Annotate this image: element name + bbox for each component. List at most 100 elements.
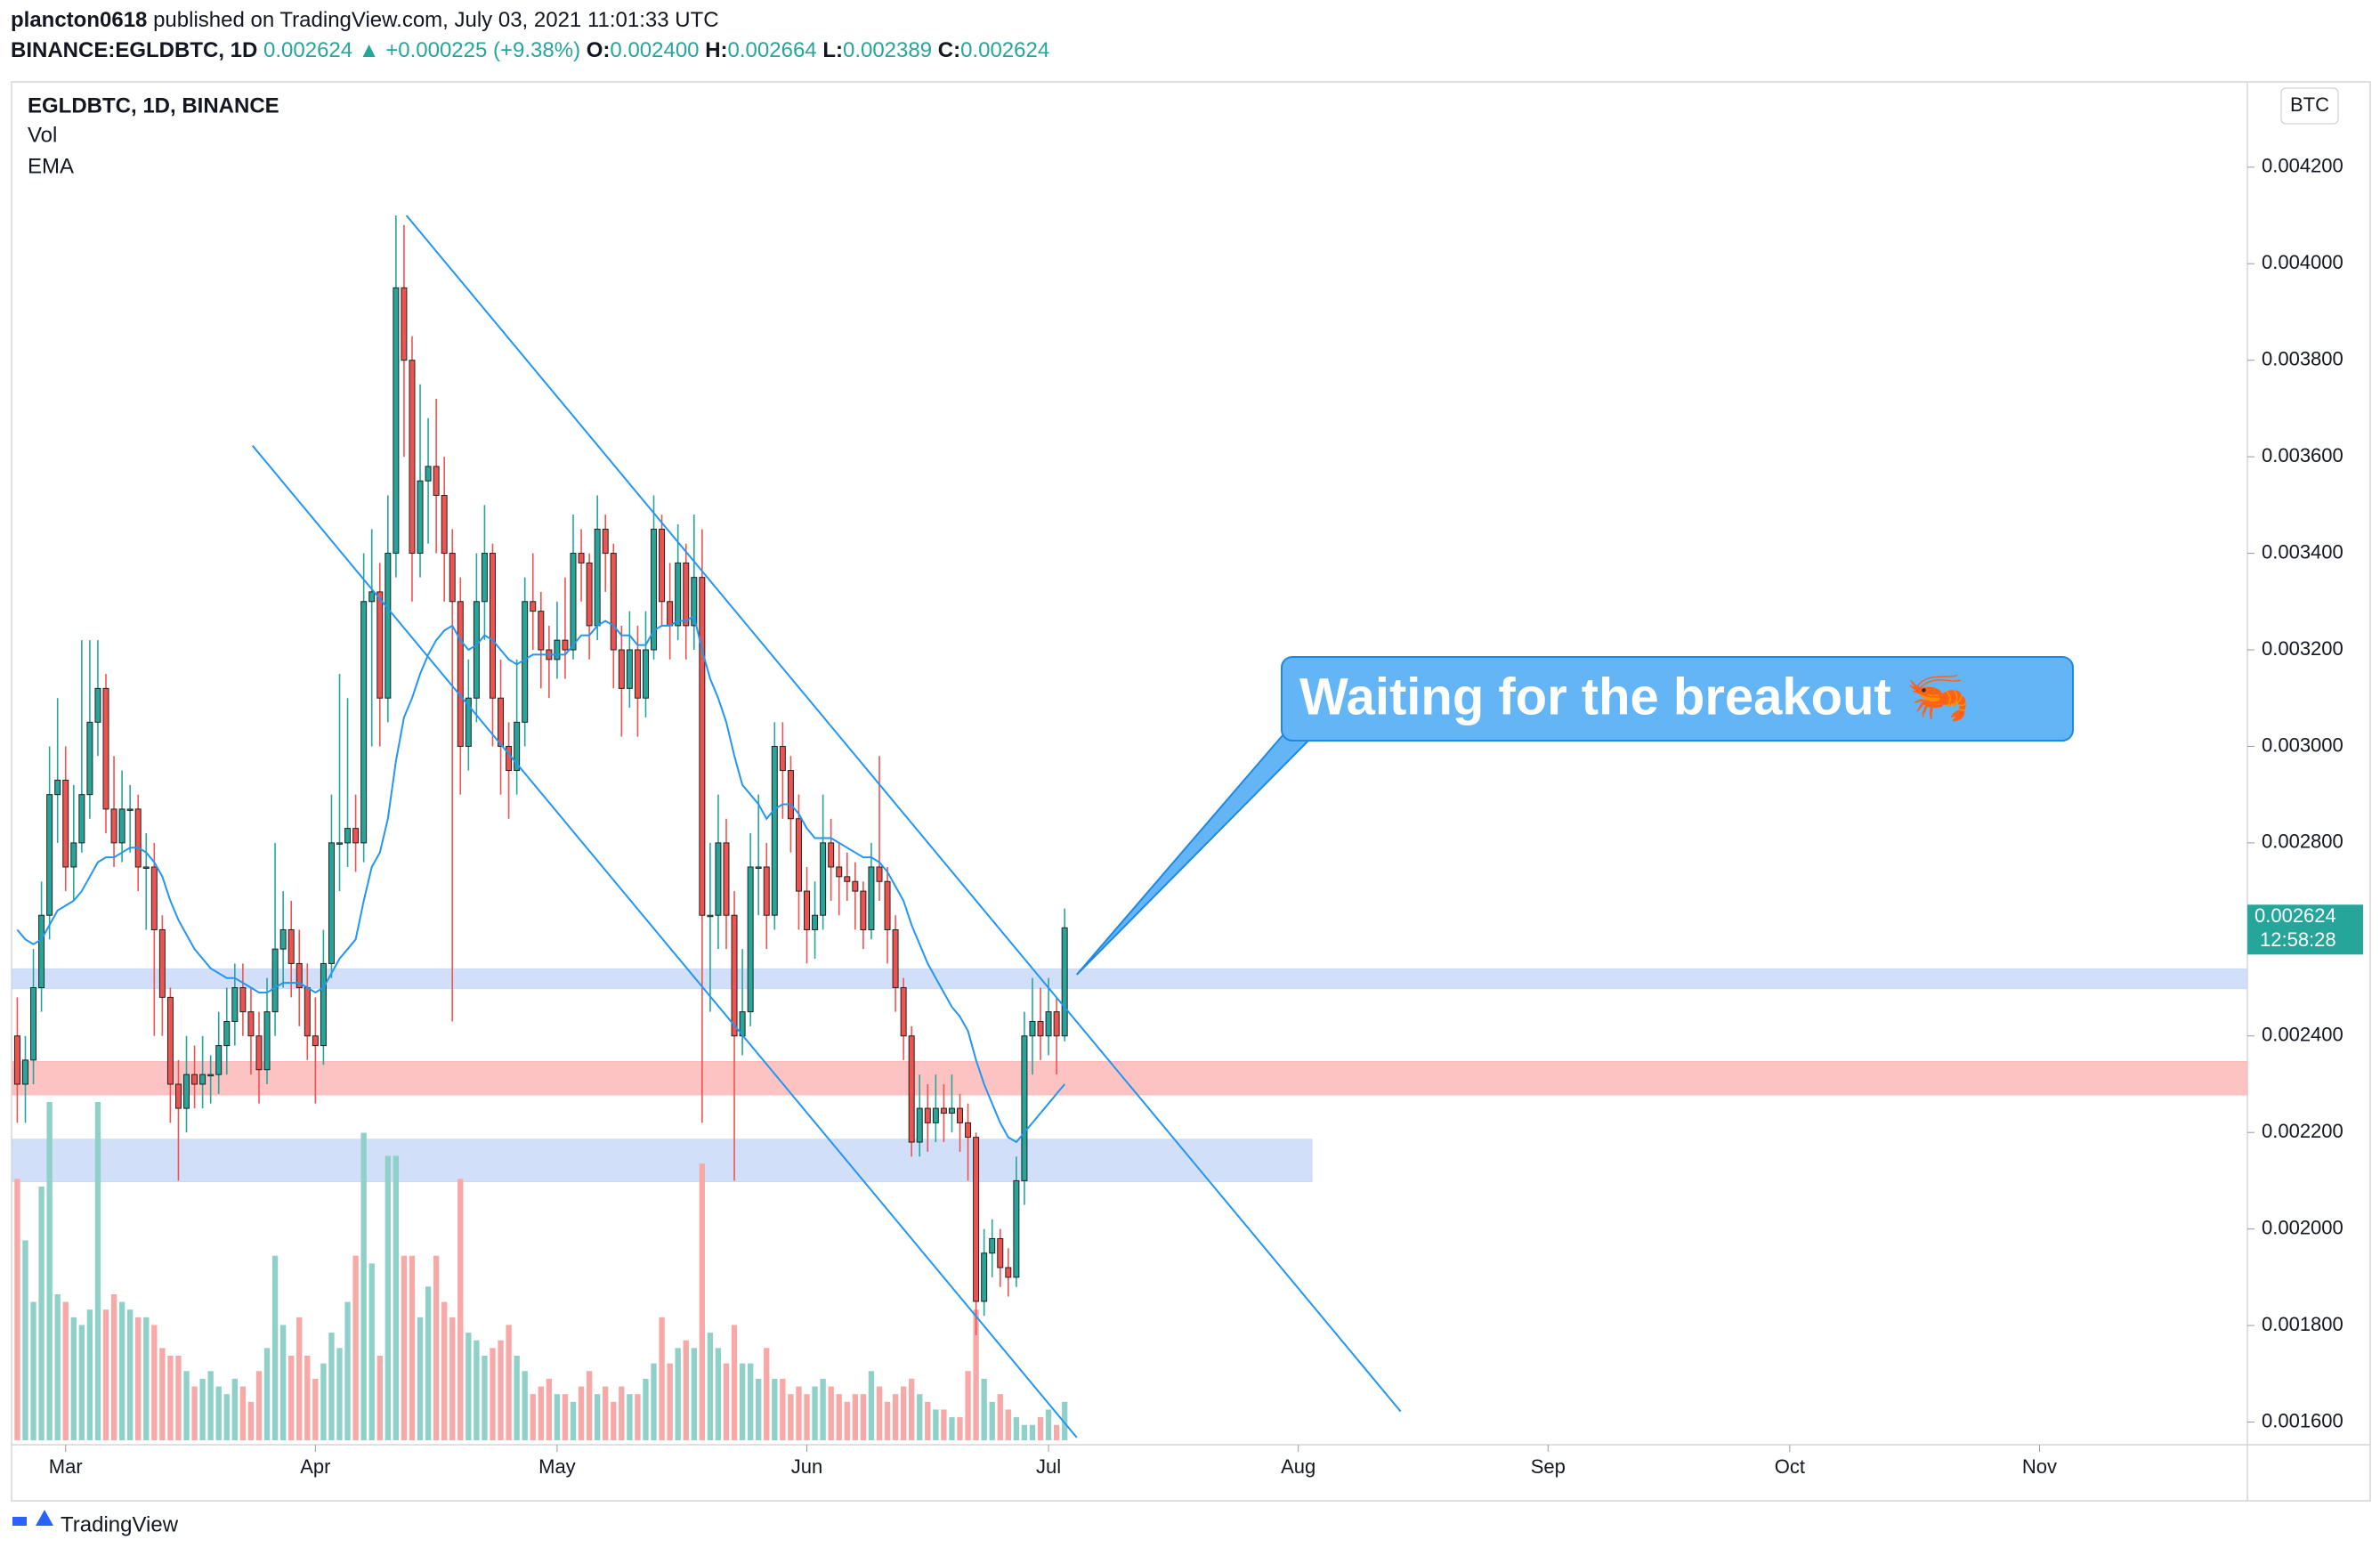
last: 0.002624	[263, 38, 352, 62]
legend-ema: EMA	[28, 154, 74, 178]
candle-body	[948, 1107, 955, 1114]
volume-bar	[538, 1386, 544, 1440]
candle-body	[892, 928, 899, 989]
volume-bar	[1053, 1424, 1060, 1440]
candle-body	[360, 601, 368, 844]
candle-body	[271, 948, 279, 1013]
candle-body	[667, 601, 674, 627]
currency-box[interactable]	[2280, 87, 2339, 125]
candle-body	[352, 828, 360, 844]
volume-bar	[159, 1348, 166, 1440]
volume-bar	[247, 1401, 255, 1440]
candle-body	[570, 553, 577, 651]
zone	[12, 1060, 2248, 1096]
candle-body	[62, 779, 69, 868]
candle-body	[522, 601, 529, 723]
candle-body	[295, 962, 303, 989]
volume-bar	[441, 1301, 448, 1440]
brand: TradingView	[61, 1512, 179, 1536]
volume-bar	[892, 1394, 899, 1440]
price-tag-label: 0.002624	[2255, 904, 2336, 927]
volume-bar	[385, 1155, 391, 1440]
volume-bar	[110, 1293, 117, 1440]
volume-bar	[772, 1378, 778, 1440]
volume-bar	[296, 1317, 303, 1440]
candle-body	[473, 601, 480, 699]
candle-body	[747, 866, 754, 1013]
volume-bar	[1005, 1409, 1011, 1440]
change: +0.000225 (+9.38%)	[385, 38, 580, 62]
volume-bar	[554, 1394, 561, 1440]
volume-bar	[336, 1348, 343, 1440]
candle-body	[1037, 1020, 1044, 1037]
volume-bar	[530, 1394, 536, 1440]
candle-body	[755, 866, 762, 869]
callout-pointer	[1076, 726, 1310, 976]
candle-body	[409, 360, 416, 555]
candle-body	[1021, 1035, 1028, 1181]
candle-body	[465, 697, 472, 747]
candle-body	[538, 611, 545, 651]
candle-body	[449, 553, 456, 603]
candle-body	[401, 287, 408, 361]
volume-bar	[425, 1286, 432, 1440]
tv-logo	[12, 1510, 53, 1526]
candle-body	[868, 866, 875, 930]
candle-body	[425, 466, 432, 482]
candle-body	[779, 745, 786, 772]
volume-bar	[135, 1317, 142, 1440]
x-tick-label: Mar	[49, 1455, 83, 1478]
volume-bar	[586, 1371, 593, 1440]
candle-body	[965, 1122, 972, 1139]
candle-body	[820, 842, 827, 916]
candle-body	[239, 987, 247, 1013]
candle-body	[1045, 1011, 1052, 1037]
volume-bar	[70, 1317, 77, 1440]
candle-body	[150, 866, 158, 930]
candle-body	[989, 1237, 996, 1254]
volume-bar	[747, 1363, 754, 1440]
volume-bar	[78, 1325, 85, 1440]
volume-bar	[393, 1155, 400, 1440]
volume-bar	[949, 1417, 955, 1440]
volume-bar	[38, 1187, 45, 1440]
volume-bar	[126, 1309, 134, 1440]
candle-body	[876, 866, 883, 882]
volume-bar	[917, 1394, 923, 1440]
candle-body	[1013, 1179, 1020, 1278]
callout-box	[1281, 656, 2074, 742]
frame	[11, 81, 2371, 1502]
volume-bar	[812, 1386, 818, 1440]
symbol: BINANCE:EGLDBTC, 1D	[11, 38, 257, 62]
volume-bar	[312, 1378, 319, 1440]
volume-bar	[417, 1317, 424, 1440]
volume-bar	[46, 1102, 53, 1440]
candle-body	[46, 794, 53, 916]
candle-body	[102, 687, 109, 810]
volume-bar	[223, 1394, 230, 1440]
candle-body	[13, 1035, 20, 1085]
volume-bar	[941, 1409, 947, 1440]
ema-line	[16, 614, 1065, 1144]
volume-bar	[167, 1356, 174, 1440]
volume-bar	[506, 1325, 512, 1440]
y-tick-label: 0.004000	[2262, 251, 2344, 273]
candle-body	[21, 1059, 28, 1085]
candle-body	[158, 928, 166, 998]
candle-body	[134, 808, 142, 868]
candle-body	[166, 996, 174, 1085]
volume-bar	[860, 1394, 867, 1440]
volume-bar	[30, 1301, 36, 1440]
c-label: C:	[938, 38, 960, 62]
volume-bar	[498, 1340, 504, 1440]
publisher: plancton0618	[11, 8, 147, 32]
candle-body	[997, 1237, 1004, 1268]
candle-body	[1053, 1011, 1060, 1037]
volume-bar	[474, 1340, 480, 1440]
volume-bar	[909, 1378, 915, 1440]
volume-bar	[780, 1378, 786, 1440]
arrow: ▲	[359, 38, 380, 62]
volume-bar	[151, 1325, 158, 1440]
legend-title: EGLDBTC, 1D, BINANCE	[28, 93, 279, 118]
candle-body	[304, 987, 311, 1037]
